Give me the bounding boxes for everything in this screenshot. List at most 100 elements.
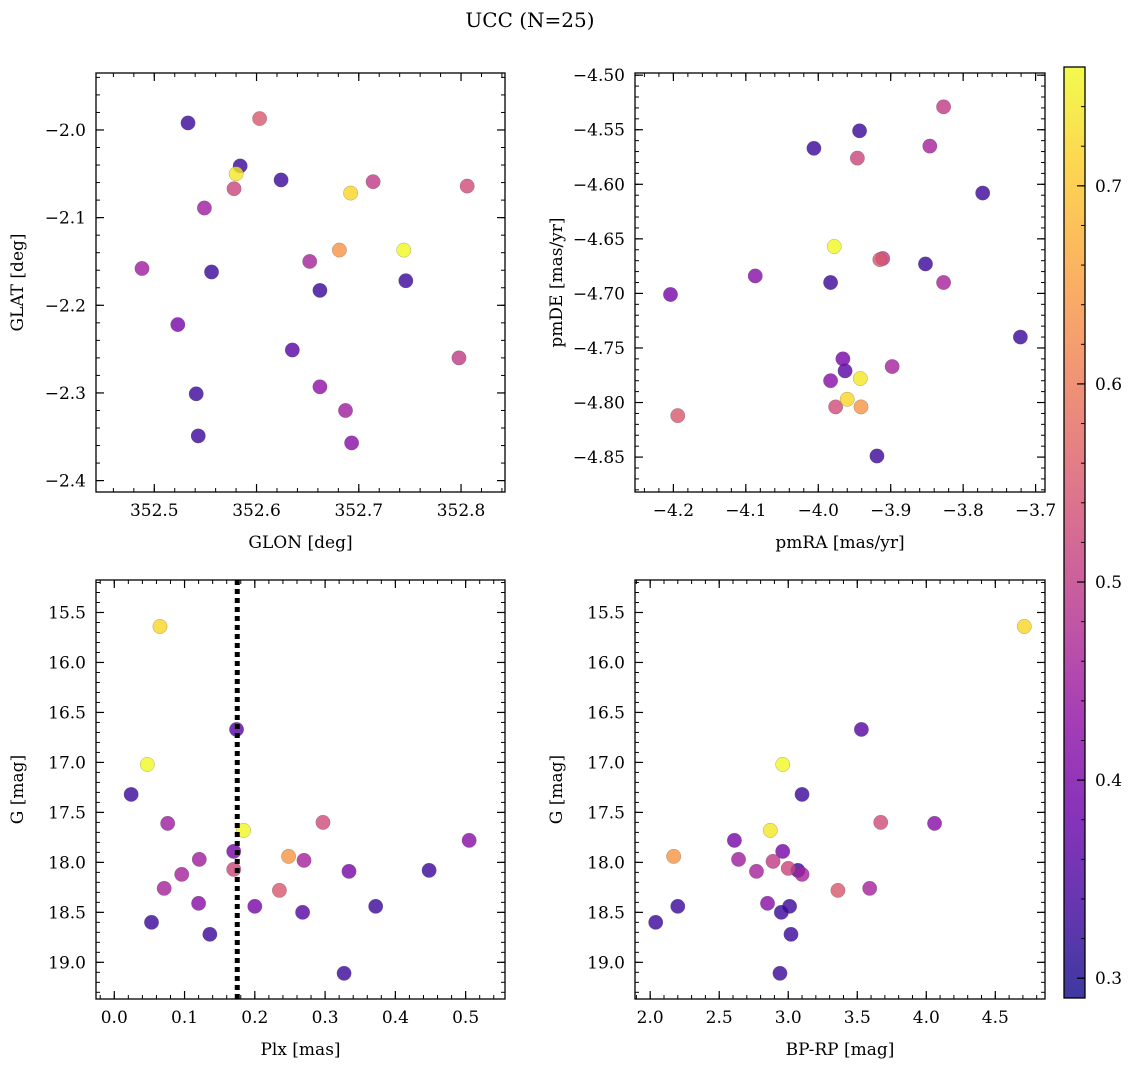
y-tick-label: 19.0 (48, 953, 86, 973)
x-tick-label: −4.2 (653, 501, 694, 521)
x-tick-label: 0.0 (101, 1008, 128, 1028)
x-tick-label: 0.3 (312, 1008, 339, 1028)
data-point (1012, 329, 1028, 345)
data-point (204, 264, 219, 280)
data-point (338, 403, 353, 418)
y-tick-label: 16.0 (48, 653, 86, 673)
colorbar-frame (1063, 66, 1086, 999)
x-tick-label: 0.5 (452, 1008, 479, 1028)
y-tick-label: −2.2 (45, 296, 86, 316)
data-point (451, 350, 467, 366)
y-tick-label: −2.4 (45, 472, 86, 492)
colorbar-tick-label: 0.6 (1095, 375, 1122, 395)
data-point (830, 882, 846, 898)
data-point (936, 275, 951, 290)
panel-plx-g: 0.0 0.1 0.2 0.3 0.4 0.5 15.5 16.0 16.5 17.0 17.5 18… (8, 579, 506, 1060)
x-tick-label: 4.5 (982, 1008, 1009, 1028)
y-tick-label: −4.60 (573, 175, 625, 195)
data-point (922, 138, 938, 154)
panel-pmra-pmde: −4.2 −4.1 −4.0 −3.9 −3.8 −3.7 −4.85 −4.80 −4.75 −… (547, 66, 1056, 553)
x-tick-label: −3.8 (943, 501, 984, 521)
panel-glon-glat: 352.5 352.6 352.7 352.8 −2.4 −2.3 −2.2 −2.1 −2.0… (8, 72, 506, 553)
data-point (190, 428, 206, 444)
y-axis-label: GLAT [deg] (8, 233, 28, 331)
data-point (226, 181, 242, 197)
x-tick-label: 352.6 (232, 501, 281, 521)
data-point (336, 965, 352, 981)
data-point (123, 786, 139, 802)
data-point (236, 822, 251, 838)
x-tick-label: 3.5 (844, 1008, 871, 1028)
data-point (295, 904, 311, 920)
y-tick-label: −2.3 (45, 384, 86, 404)
data-point (191, 851, 207, 867)
data-point (461, 832, 477, 848)
data-point (331, 242, 347, 258)
data-point (749, 863, 764, 879)
data-point (160, 815, 176, 831)
data-point (775, 757, 791, 772)
data-point (196, 200, 212, 216)
data-point (1016, 619, 1032, 634)
data-point (228, 166, 244, 182)
x-axis-label: pmRA [mas/yr] (775, 533, 904, 553)
data-point (823, 275, 838, 290)
minor-ticks (96, 73, 505, 492)
plot-frame (634, 579, 1046, 1000)
figure-title: UCC (N=25) (465, 8, 594, 32)
data-point (252, 111, 268, 126)
plot-frame (95, 72, 506, 493)
data-point (302, 254, 318, 269)
data-point (341, 863, 357, 879)
y-tick-label: 17.5 (587, 803, 625, 823)
data-point (170, 317, 186, 332)
colorbar-tick-label: 0.3 (1095, 969, 1122, 989)
x-tick-label: 4.0 (913, 1008, 940, 1028)
data-point (884, 359, 900, 374)
data-point (174, 866, 190, 882)
y-tick-label: −4.65 (573, 230, 625, 250)
y-tick-label: −4.80 (573, 394, 625, 414)
data-point (823, 373, 838, 389)
data-point (852, 123, 867, 139)
data-point (772, 965, 788, 981)
x-axis-label: GLON [deg] (248, 533, 352, 553)
y-tick-label: 17.5 (48, 803, 86, 823)
data-point (344, 435, 360, 451)
x-tick-label: −3.9 (870, 501, 911, 521)
x-tick-label: 352.7 (334, 501, 383, 521)
y-axis-label: pmDE [mas/yr] (547, 217, 567, 347)
colorbar-gradient (1064, 67, 1085, 998)
minor-ticks (635, 580, 1045, 999)
data-point (396, 242, 412, 258)
data-point (273, 172, 289, 188)
data-point (156, 880, 172, 896)
data-point (853, 399, 869, 415)
data-point (139, 757, 155, 772)
data-point (762, 822, 778, 838)
y-tick-label: −4.75 (573, 339, 625, 359)
y-tick-label: −4.55 (573, 121, 625, 141)
y-tick-label: 18.0 (587, 853, 625, 873)
data-point (806, 140, 822, 156)
data-point (663, 287, 678, 302)
data-point (918, 256, 933, 272)
y-tick-label: 16.5 (48, 703, 86, 723)
y-tick-label: 18.5 (587, 903, 625, 923)
minor-ticks (96, 580, 505, 999)
data-point (783, 926, 799, 942)
data-point (152, 619, 168, 634)
data-point (794, 866, 810, 882)
data-point (296, 852, 312, 868)
data-point (936, 99, 951, 115)
data-point (191, 895, 207, 911)
data-point (975, 185, 991, 201)
data-point (873, 814, 889, 830)
data-point (134, 261, 150, 276)
data-point (849, 150, 865, 166)
data-point (180, 115, 196, 131)
x-tick-label: −3.7 (1015, 501, 1056, 521)
data-point (459, 178, 475, 194)
data-point (869, 448, 885, 464)
